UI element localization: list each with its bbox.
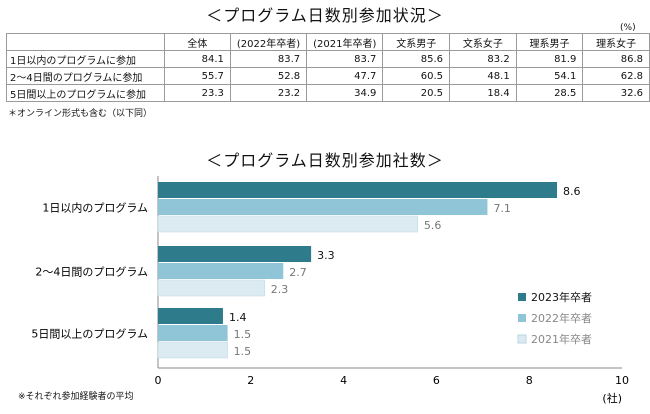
legend-swatch <box>517 334 527 344</box>
table-cell: 85.6 <box>382 50 451 68</box>
bar-value-label: 1.4 <box>229 311 247 324</box>
table-cell: 20.5 <box>382 84 451 102</box>
bar-value-label: 2.7 <box>289 266 307 279</box>
table-unit: (%) <box>620 23 636 33</box>
x-axis-label: (社) <box>602 391 622 405</box>
legend-swatch <box>518 293 526 301</box>
category-label: 5日間以上のプログラム <box>31 327 148 341</box>
bar <box>157 279 265 297</box>
x-tick-label: 8 <box>526 374 533 387</box>
legend-swatch <box>518 314 526 322</box>
category-label: 2～4日間のプログラム <box>35 265 148 279</box>
bar <box>158 263 284 279</box>
x-tick-label: 2 <box>247 374 254 387</box>
bar-value-label: 2.3 <box>271 283 289 296</box>
table-note: ＊オンライン形式も含む（以下同） <box>8 109 153 119</box>
legend-label: 2022年卒者 <box>531 311 592 325</box>
bar-value-label: 5.6 <box>424 219 442 232</box>
x-tick-label: 10 <box>615 374 629 387</box>
table-cell: 34.9 <box>306 84 384 102</box>
table-cell: 32.6 <box>582 84 650 102</box>
bar <box>157 341 228 359</box>
bar-value-label: 8.6 <box>563 185 581 198</box>
x-tick-label: 4 <box>340 374 347 387</box>
bar-value-label: 7.1 <box>493 202 511 215</box>
bar-value-label: 3.3 <box>317 249 335 262</box>
x-tick-label: 6 <box>433 374 440 387</box>
table-title: ＜プログラム日数別参加状況＞ <box>206 6 444 25</box>
chart-note: ※それぞれ参加経験者の平均 <box>18 392 134 402</box>
bar <box>158 246 312 262</box>
legend-label: 2023年卒者 <box>531 290 592 304</box>
table-row: 5日間以上のプログラムに参加 23.3 23.2 34.9 20.5 18.4 … <box>6 84 650 102</box>
table-cell: 47.7 <box>306 67 384 85</box>
bar <box>158 199 488 215</box>
table-cell: 23.3 <box>163 84 231 102</box>
category-label: 1日以内のプログラム <box>42 201 148 215</box>
chart-title: ＜プログラム日数別参加社数＞ <box>206 151 444 170</box>
bar <box>158 182 558 198</box>
participation-table: 全体 (2022年卒者) (2021年卒者) 文系男子 文系女子 理系男子 理系… <box>6 33 650 102</box>
legend-label: 2021年卒者 <box>531 332 592 346</box>
table-row: 2～4日間のプログラムに参加 55.7 52.8 47.7 60.5 48.1 … <box>6 67 650 85</box>
table-row: 1日以内のプログラムに参加 84.1 83.7 83.7 85.6 83.2 8… <box>6 50 650 68</box>
x-tick-label: 0 <box>155 374 162 387</box>
bar-value-label: 1.5 <box>234 328 252 341</box>
bar-value-label: 1.5 <box>234 345 252 358</box>
row-label: 5日間以上のプログラムに参加 <box>6 84 165 102</box>
bar <box>158 325 228 341</box>
bar <box>157 215 419 233</box>
bar <box>158 308 223 324</box>
